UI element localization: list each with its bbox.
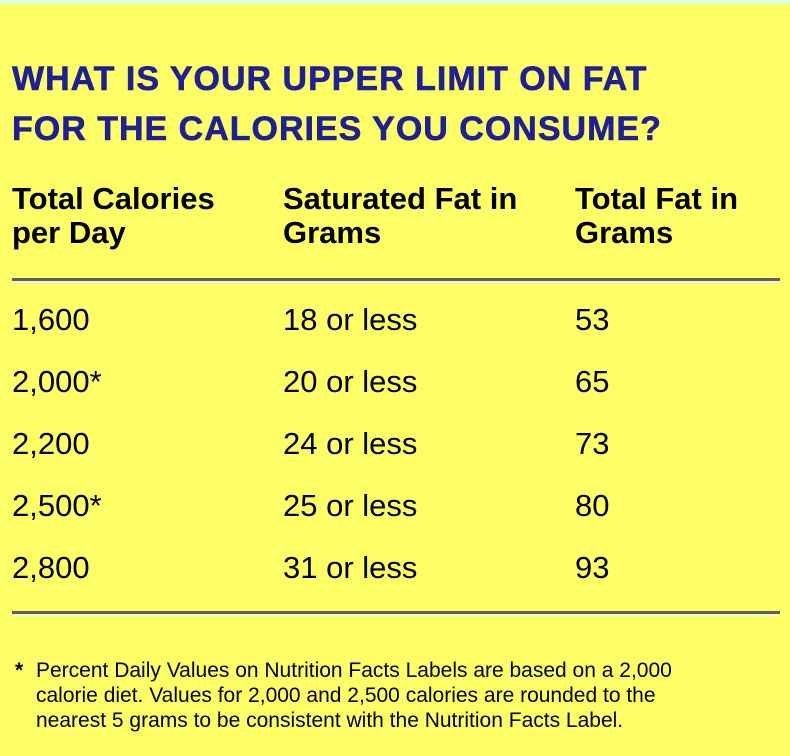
cell-total-fat: 53: [575, 302, 610, 337]
cell-calories: 2,800: [12, 550, 90, 585]
cell-saturated-fat: 24 or less: [283, 426, 418, 461]
footnote-asterisk: *: [15, 659, 24, 682]
cell-total-fat: 80: [575, 488, 610, 523]
cell-saturated-fat: 31 or less: [283, 550, 418, 585]
column-header-total-fat: Total Fat in Grams: [575, 181, 739, 250]
cell-calories: 1,600: [12, 302, 90, 337]
table-header-row: Total Calories per Day Saturated Fat in …: [12, 182, 780, 250]
page-title: WHAT IS YOUR UPPER LIMIT ON FAT FOR THE …: [12, 54, 780, 154]
table-body: 1,600 18 or less 53 2,000* 20 or less 65…: [12, 289, 780, 599]
table-row: 2,500* 25 or less 80: [12, 475, 780, 537]
table-row: 2,800 31 or less 93: [12, 537, 780, 599]
cell-saturated-fat: 25 or less: [283, 488, 418, 523]
cell-saturated-fat: 18 or less: [283, 302, 418, 337]
horizontal-rule-bottom: [12, 611, 780, 616]
cell-saturated-fat: 20 or less: [283, 364, 418, 399]
footnote-text: Percent Daily Values on Nutrition Facts …: [36, 659, 672, 732]
table-row: 1,600 18 or less 53: [12, 289, 780, 351]
table-row: 2,000* 20 or less 65: [12, 351, 780, 413]
top-strip: [0, 0, 790, 4]
page-title-line-1: WHAT IS YOUR UPPER LIMIT ON FAT: [12, 60, 648, 99]
column-header-saturated-fat: Saturated Fat in Grams: [283, 181, 518, 250]
footnote: * Percent Daily Values on Nutrition Fact…: [12, 658, 780, 733]
column-header-total-calories: Total Calories per Day: [12, 181, 215, 250]
cell-calories: 2,000*: [12, 364, 102, 399]
fat-limit-poster: WHAT IS YOUR UPPER LIMIT ON FAT FOR THE …: [0, 54, 790, 733]
cell-total-fat: 73: [575, 426, 610, 461]
cell-calories: 2,200: [12, 426, 90, 461]
cell-total-fat: 65: [575, 364, 610, 399]
cell-calories: 2,500*: [12, 488, 102, 523]
table-row: 2,200 24 or less 73: [12, 413, 780, 475]
cell-total-fat: 93: [575, 550, 610, 585]
horizontal-rule-top: [12, 278, 780, 283]
page-title-line-2: FOR THE CALORIES YOU CONSUME?: [12, 110, 662, 149]
